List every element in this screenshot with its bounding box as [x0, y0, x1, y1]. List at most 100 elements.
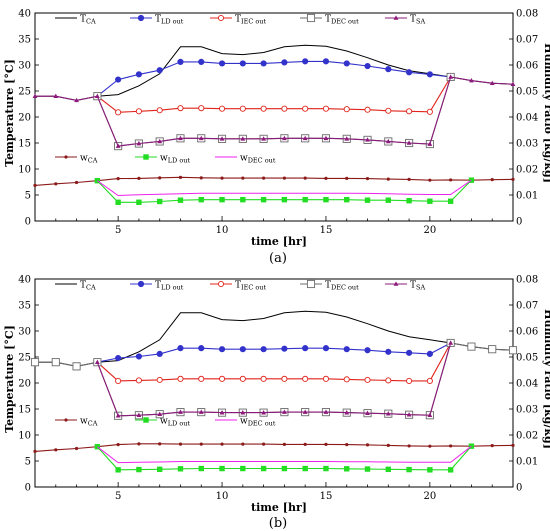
y-tick-label-right: 0.08 — [516, 9, 538, 20]
legend-entry: TIEC out — [210, 15, 266, 26]
y-tick-label-left: 30 — [18, 327, 31, 338]
data-point — [405, 69, 413, 76]
y-tick-label-right: 0.03 — [516, 405, 538, 416]
legend-label-sub: LD out — [168, 420, 191, 428]
y-tick-label-left: 15 — [18, 405, 31, 416]
y-axis-label-right: Humidity ratio [kg/kg] — [542, 43, 550, 183]
y-tick-label-left: 15 — [18, 139, 31, 150]
data-point — [302, 345, 309, 352]
data-point — [345, 443, 349, 447]
data-point — [426, 108, 433, 115]
data-point — [262, 176, 266, 180]
legend-label-main: w — [80, 417, 88, 427]
data-point — [343, 346, 350, 353]
data-point — [449, 444, 453, 448]
legend-label-sub: LD out — [161, 18, 184, 26]
data-point — [386, 177, 390, 181]
data-point — [322, 375, 330, 382]
data-point — [322, 105, 330, 112]
data-point — [219, 196, 225, 203]
legend-entry: TCA — [55, 15, 96, 26]
data-point — [260, 346, 267, 353]
legend-entry: TLD out — [130, 15, 184, 26]
series-line — [96, 445, 472, 464]
legend-entry: wLD out — [135, 417, 190, 428]
data-point — [177, 105, 184, 112]
legend-label-sub: IEC out — [241, 284, 266, 292]
data-point — [302, 135, 308, 141]
data-point — [281, 105, 288, 112]
data-point — [406, 412, 412, 417]
legend-label: wCA — [80, 417, 98, 428]
data-point — [53, 93, 59, 98]
data-point — [510, 81, 516, 87]
data-point — [364, 62, 371, 70]
data-point — [344, 196, 350, 203]
data-point — [218, 105, 226, 112]
legend-label: TIEC out — [235, 15, 266, 26]
data-point — [385, 348, 392, 355]
y-tick-label-right: 0.04 — [516, 379, 538, 390]
data-point — [281, 409, 287, 414]
data-point — [343, 106, 350, 113]
data-point — [365, 177, 370, 181]
data-point — [239, 105, 246, 112]
data-point — [177, 375, 184, 382]
data-point — [199, 176, 203, 180]
data-point — [469, 78, 474, 83]
data-point — [385, 107, 392, 114]
y-tick-label-right: 0.05 — [516, 87, 538, 98]
data-point — [54, 182, 58, 186]
data-point — [364, 466, 371, 472]
data-point — [302, 375, 309, 382]
legend-label: wCA — [80, 154, 98, 165]
legend-marker — [217, 14, 225, 22]
data-point — [136, 466, 142, 473]
data-point — [323, 465, 329, 472]
data-point — [426, 350, 433, 357]
series-line — [97, 179, 472, 197]
data-point — [427, 198, 433, 204]
y-axis-label-left: Temperature [°C] — [3, 59, 16, 167]
data-point — [407, 177, 411, 181]
y-tick-label-left: 40 — [18, 9, 31, 20]
data-point — [345, 176, 349, 180]
chart-panel-b: Temperature [°C] Humidity ratio [kg/kg] … — [3, 275, 550, 531]
series-line — [96, 60, 451, 97]
y-tick-label-right: 0.06 — [516, 61, 538, 72]
legend-label-main: T — [410, 281, 416, 291]
data-point — [261, 410, 267, 415]
data-point — [344, 466, 350, 472]
data-point — [218, 346, 226, 353]
data-point — [343, 376, 350, 383]
series-w_dec-out — [96, 445, 472, 464]
legend-label: wLD out — [160, 154, 190, 165]
data-point — [428, 178, 432, 182]
legend-entry: TCA — [55, 281, 96, 292]
y-tick-label-right: 0.01 — [516, 457, 538, 468]
legend-label: wDEC out — [240, 417, 276, 428]
legend-label-sub: LD out — [168, 157, 191, 165]
legend-marker — [137, 14, 145, 22]
x-tick-label: 15 — [320, 225, 333, 236]
data-point — [156, 67, 163, 74]
series-line — [35, 76, 514, 147]
y-axis-label-right: Humidity ratio [kg/kg] — [542, 309, 550, 449]
data-point — [448, 340, 454, 345]
plot-frame — [34, 278, 514, 488]
series-w_ld-out — [94, 177, 475, 205]
y-tick-label-right: 0.06 — [516, 327, 538, 338]
data-point — [240, 465, 246, 472]
x-tick-label: 15 — [320, 491, 333, 502]
y-tick-label-left: 25 — [18, 353, 31, 364]
data-point — [365, 443, 370, 447]
data-point — [136, 412, 142, 418]
data-point — [74, 180, 79, 185]
series-line — [96, 76, 452, 113]
legend-label: TIEC out — [235, 281, 266, 292]
data-point — [177, 466, 184, 472]
data-point — [406, 377, 413, 384]
y-tick-label-left: 40 — [18, 275, 31, 286]
legend-entry: TDEC out — [300, 13, 359, 26]
legend-label-main: T — [235, 15, 241, 25]
